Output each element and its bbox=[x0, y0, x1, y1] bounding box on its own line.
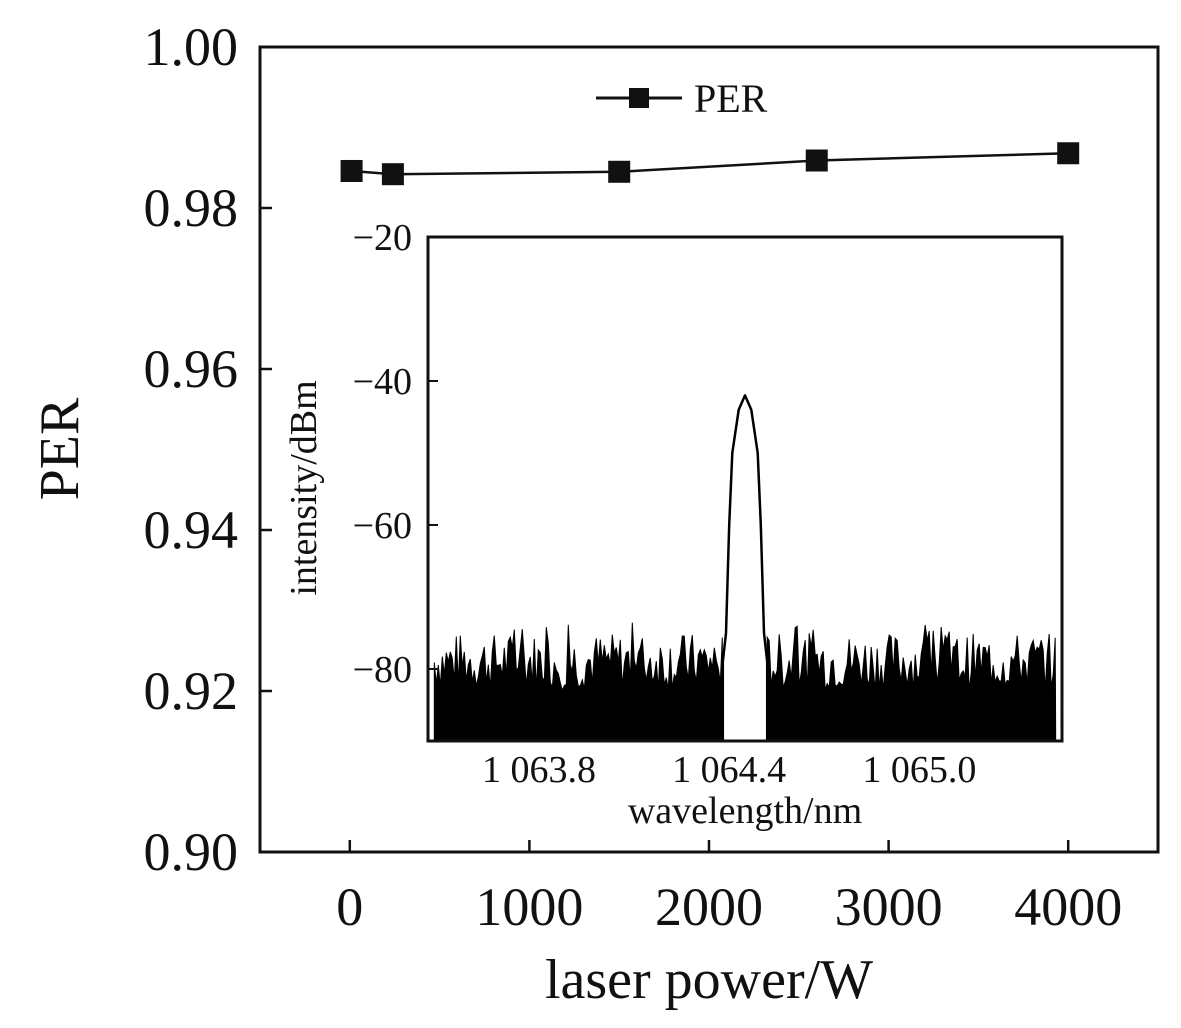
legend-marker bbox=[629, 88, 649, 108]
inset-x-tick-label: 1 064.4 bbox=[672, 749, 786, 791]
noise-floor-left bbox=[433, 622, 724, 742]
inset-y-tick-label: −40 bbox=[353, 361, 412, 403]
spectrum-peak bbox=[721, 394, 769, 741]
main-y-tick-label: 0.94 bbox=[144, 500, 239, 560]
per-line bbox=[351, 152, 1069, 176]
spectrum-series bbox=[433, 394, 1057, 742]
legend-label: PER bbox=[694, 76, 768, 121]
per-point bbox=[1057, 142, 1080, 165]
main-y-tick-label: 0.98 bbox=[144, 178, 239, 238]
inset-y-tick-label: −80 bbox=[353, 649, 412, 691]
main-x-tick-label: 1000 bbox=[475, 877, 583, 937]
inset-y-tick-label: −20 bbox=[353, 217, 412, 259]
per-point bbox=[608, 160, 631, 183]
main-y-tick-label: 0.90 bbox=[144, 822, 239, 882]
main-x-tick-label: 4000 bbox=[1014, 877, 1122, 937]
legend: PER bbox=[596, 76, 768, 121]
inset-y-tick-label: −60 bbox=[353, 505, 412, 547]
inset-plot-frame bbox=[426, 235, 1064, 743]
inset-x-tick-label: 1 065.0 bbox=[862, 749, 976, 791]
per-series bbox=[340, 142, 1080, 186]
main-y-axis-label: PER bbox=[29, 397, 91, 500]
main-x-tick-label: 3000 bbox=[835, 877, 943, 937]
main-x-tick-label: 0 bbox=[336, 877, 363, 937]
main-y-tick-label: 0.96 bbox=[144, 339, 239, 399]
main-x-axis-label: laser power/W bbox=[545, 949, 873, 1011]
inset-chart: −20 −40 −60 −80 1 063.8 1 064.4 1 065.0 wavel… bbox=[283, 217, 1064, 832]
inset-y-axis-ticks: −20 −40 −60 −80 bbox=[353, 217, 438, 691]
main-y-tick-label: 1.00 bbox=[144, 17, 239, 77]
noise-floor-right bbox=[766, 624, 1057, 742]
main-y-axis-ticks: 0.90 0.92 0.94 0.96 0.98 1.00 bbox=[144, 17, 272, 882]
inset-x-axis-label: wavelength/nm bbox=[628, 790, 862, 832]
per-point bbox=[805, 149, 828, 172]
main-y-tick-label: 0.92 bbox=[144, 661, 239, 721]
per-point bbox=[340, 159, 363, 182]
per-point bbox=[381, 163, 404, 186]
inset-x-tick-label: 1 063.8 bbox=[482, 749, 596, 791]
inset-x-axis-ticks: 1 063.8 1 064.4 1 065.0 bbox=[482, 749, 976, 791]
main-x-axis-ticks: 0 1000 2000 3000 4000 bbox=[336, 840, 1122, 937]
main-x-tick-label: 2000 bbox=[655, 877, 763, 937]
inset-y-axis-label: intensity/dBm bbox=[283, 380, 325, 595]
